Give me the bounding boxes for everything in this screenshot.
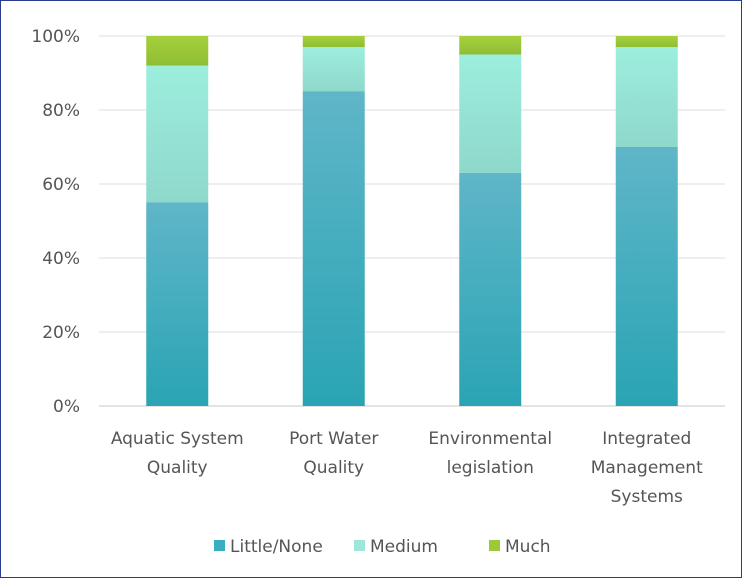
category-label: Systems xyxy=(611,487,683,507)
bar-segment xyxy=(302,36,365,48)
category-label: Environmental xyxy=(428,429,552,449)
legend-label: Much xyxy=(505,537,551,557)
bar-segment xyxy=(615,147,678,406)
category-label: Quality xyxy=(147,458,208,478)
category-label: Integrated xyxy=(602,429,691,449)
y-axis-tick-labels: 0% 20% 40% 60% 80% 100% xyxy=(31,27,80,417)
legend: Little/None Medium Much xyxy=(214,537,551,557)
bar-segment xyxy=(146,36,209,66)
bar-segment xyxy=(302,47,365,92)
category-label: Management xyxy=(591,458,703,478)
legend-swatch xyxy=(214,540,225,551)
bar-segment xyxy=(615,36,678,48)
category-label: Port Water xyxy=(289,429,378,449)
category-label: legislation xyxy=(447,458,534,478)
y-tick-label: 20% xyxy=(42,323,80,343)
bar-segment xyxy=(459,36,522,55)
x-axis-category-labels: Aquatic System Quality Port Water Quality En… xyxy=(111,429,703,507)
legend-label: Medium xyxy=(370,537,438,557)
y-tick-label: 40% xyxy=(42,249,80,269)
legend-swatch xyxy=(489,540,500,551)
legend-label: Little/None xyxy=(230,537,323,557)
bar-segment xyxy=(146,65,209,203)
bar-segment xyxy=(615,47,678,147)
bars xyxy=(146,36,678,406)
y-tick-label: 100% xyxy=(31,27,80,47)
bar-segment xyxy=(302,91,365,406)
bar-segment xyxy=(459,172,522,406)
category-label: Quality xyxy=(303,458,364,478)
bar-segment xyxy=(459,54,522,173)
category-label: Aquatic System xyxy=(111,429,244,449)
y-tick-label: 0% xyxy=(53,397,80,417)
y-tick-label: 80% xyxy=(42,101,80,121)
legend-swatch xyxy=(354,540,365,551)
y-tick-label: 60% xyxy=(42,175,80,195)
bar-segment xyxy=(146,202,209,406)
